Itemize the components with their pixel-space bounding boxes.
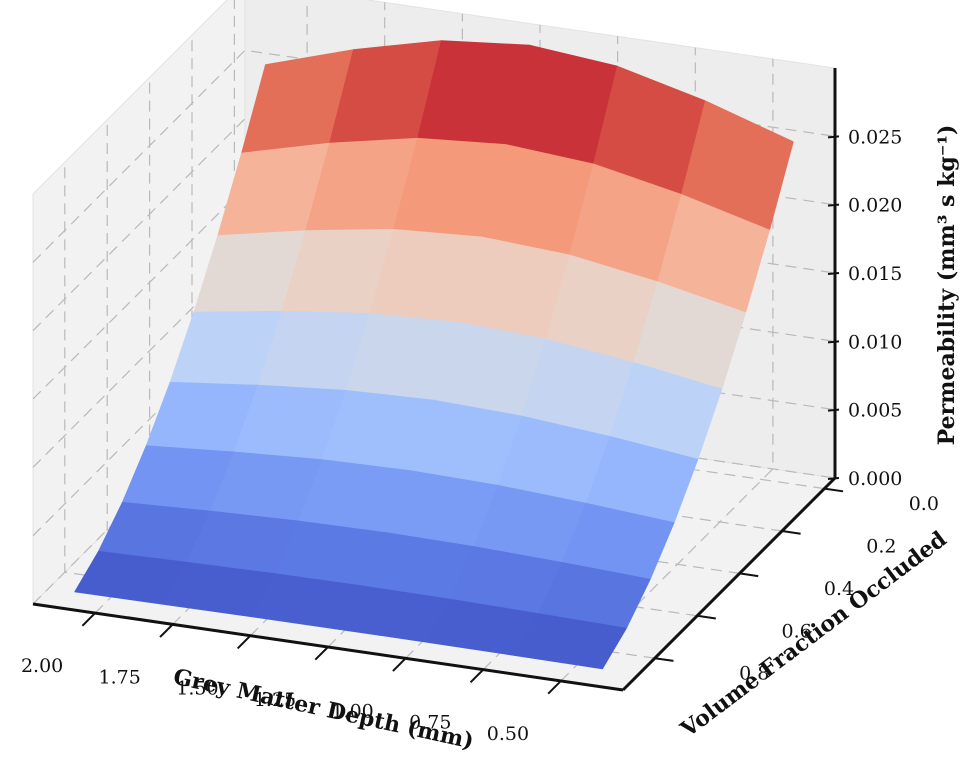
x-tick-mark (81, 612, 96, 627)
x-axis-label: Grey Matter Depth (mm) (171, 664, 476, 755)
y-tick-mark (739, 572, 759, 578)
z-gridline (32, 391, 836, 605)
y-tick-label: 0.6 (781, 620, 811, 642)
x-tick-mark (547, 680, 562, 695)
x-tick-mark (469, 668, 484, 684)
z-axis-label: Permeability (mm³ s kg⁻¹) (934, 125, 960, 446)
y-tick-mark (781, 530, 801, 535)
y-tick-label: 0.8 (739, 663, 769, 685)
y-tick-mark (654, 657, 674, 662)
z-tick-mark (827, 272, 840, 275)
x-tick-mark (392, 657, 407, 672)
x-tick-mark (314, 646, 329, 661)
z-gridline (32, 118, 836, 332)
x-tick-mark (159, 623, 174, 638)
y-axis-line (621, 476, 837, 692)
z-tick-label: 0.000 (848, 468, 902, 490)
x-tick-label: 0.75 (409, 712, 451, 734)
x-tick-mark (236, 634, 252, 650)
y-tick-label: 0.4 (824, 578, 854, 600)
surface-face (514, 613, 627, 670)
y-tick-label: 0.2 (866, 536, 896, 558)
x-tick-label: 2.00 (21, 655, 63, 677)
x-tick-label: 1.00 (331, 700, 373, 722)
z-tick-mark (827, 135, 840, 139)
y-tick-label: 0.0 (909, 493, 939, 515)
x-tick-label: 1.50 (176, 678, 218, 700)
z-tick-mark (827, 203, 840, 207)
z-gridline (32, 49, 836, 263)
x-tick-label: 0.50 (487, 723, 529, 745)
z-tick-label: 0.015 (848, 263, 902, 285)
z-tick-label: 0.020 (848, 195, 902, 217)
z-tick-mark (827, 340, 840, 344)
z-gridline (32, 254, 836, 468)
z-tick-label: 0.025 (848, 126, 902, 148)
z-gridline (32, 323, 836, 537)
x-tick-label: 1.25 (254, 689, 296, 711)
z-tick-label: 0.005 (848, 400, 902, 422)
z-gridline (32, 186, 836, 400)
surface-mesh (74, 40, 794, 670)
y-tick-mark (824, 487, 844, 493)
z-tick-label: 0.010 (848, 331, 902, 353)
x-tick-label: 1.75 (99, 666, 141, 688)
y-tick-mark (697, 614, 716, 620)
z-tick-mark (827, 477, 840, 480)
axes (32, 68, 844, 695)
z-tick-mark (827, 408, 840, 412)
